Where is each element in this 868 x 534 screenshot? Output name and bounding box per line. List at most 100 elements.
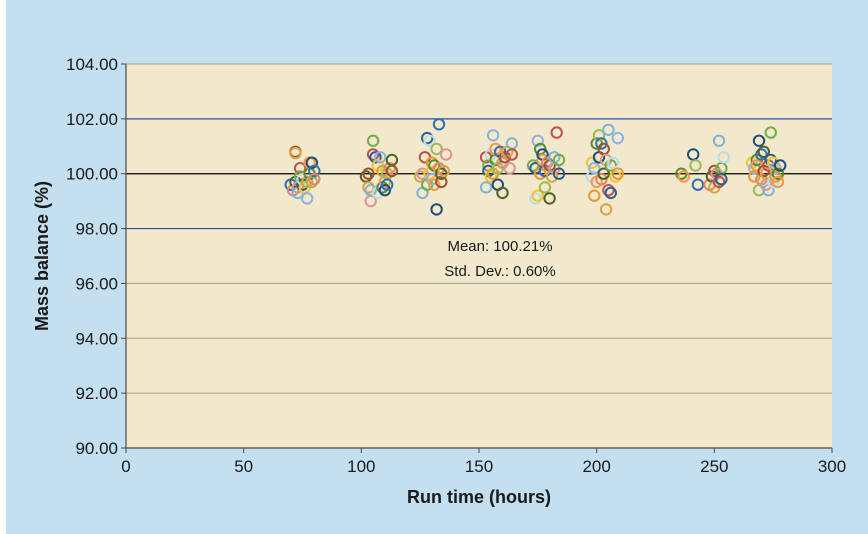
data-point [421,131,434,145]
data-point [498,151,512,164]
data-point [526,159,540,172]
data-point [423,134,436,148]
data-point [378,175,392,189]
data-point [597,142,610,156]
data-point [374,151,387,164]
data-point [708,164,721,178]
data-point [416,167,429,180]
data-point [606,156,620,169]
data-point [432,118,446,131]
data-point [308,164,321,178]
data-point [378,184,392,197]
data-point [383,162,396,175]
data-point [552,167,566,180]
data-point [677,170,690,183]
data-point [774,159,787,172]
data-point [687,148,700,161]
data-point [435,167,448,180]
data-point [366,148,380,161]
y-tick-label: 96.00 [75,274,118,293]
data-point [496,186,509,200]
data-point [717,151,730,164]
data-point [552,153,566,167]
data-point [289,146,302,160]
data-point [529,192,542,205]
y-tick-label: 98.00 [75,220,118,239]
data-point [595,137,608,150]
data-point [381,178,394,191]
plot-area [126,64,832,448]
data-point [609,170,622,183]
data-point [531,189,544,202]
data-point [675,167,688,180]
data-point [484,170,497,183]
data-point [543,192,556,205]
data-point [301,175,314,189]
data-point [752,134,766,148]
axes: 90.00 92.00 94.00 96.00 98.00 100.00 102.00 104… [66,55,846,476]
x-tick-label: 200 [582,457,610,476]
data-point [369,151,382,164]
data-point [691,178,705,191]
data-point [588,162,601,175]
data-point [545,170,559,183]
data-point [486,129,500,142]
y-axis-title: Mass balance (%) [32,181,52,331]
data-point [362,167,375,180]
data-point [611,131,624,145]
y-tick-label: 92.00 [75,384,118,403]
data-point [604,159,617,172]
std-dev-annotation: Std. Dev.: 0.60% [444,263,555,280]
x-tick-label: 100 [347,457,375,476]
data-point [592,129,606,142]
data-point [385,164,399,178]
data-point [602,184,615,197]
data-point [597,167,610,180]
data-point [767,156,780,169]
data-point [531,134,544,148]
y-tick-label: 100.00 [66,165,118,184]
data-point [534,142,547,156]
y-tick-label: 104.00 [66,55,118,74]
data-point [757,145,770,159]
x-tick-label: 150 [465,457,493,476]
data-point [293,162,307,175]
data-point [430,203,443,216]
data-point [771,167,785,180]
y-tick-label: 102.00 [66,110,118,129]
data-point [604,186,617,200]
data-point [689,159,702,172]
data-point [479,181,493,194]
data-point [595,173,608,186]
x-tick-label: 0 [121,457,130,476]
x-tick-label: 300 [818,457,846,476]
data-point [503,162,516,175]
data-point [428,178,441,191]
data-point [439,148,453,161]
data-point [599,203,613,216]
data-point [550,126,563,139]
data-point [588,189,601,202]
y-tick-label: 90.00 [75,439,118,458]
data-point [712,134,726,148]
data-point [611,167,624,180]
y-tick-label: 94.00 [75,329,118,348]
data-point [364,184,377,197]
data-point [505,148,519,161]
data-point [602,123,615,137]
data-point [538,181,552,194]
data-point [771,175,785,189]
x-tick-label: 50 [234,457,253,476]
data-point [301,192,314,205]
data-point [437,164,450,178]
x-axis-title: Run time (hours) [407,487,551,507]
data-point [755,148,768,161]
data-point [764,126,777,139]
data-point [366,134,380,148]
data-point [308,173,321,186]
data-point [712,175,726,189]
x-tick-label: 250 [700,457,728,476]
gridlines [126,63,832,394]
